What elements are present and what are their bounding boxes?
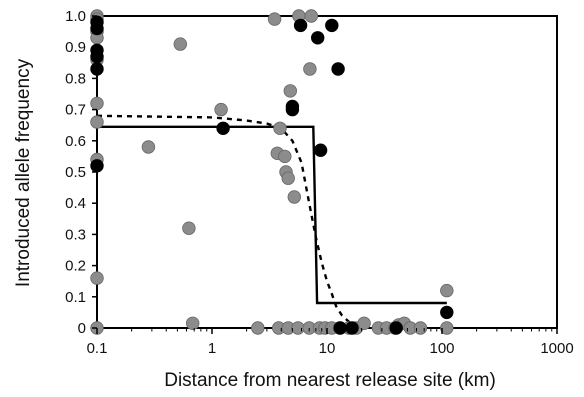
data-point-gray: [141, 140, 156, 154]
y-axis-label: Introduced allele frequency: [13, 58, 34, 287]
data-point-gray: [440, 321, 454, 335]
data-point-black: [325, 18, 339, 33]
data-point-gray: [278, 149, 292, 164]
x-tick-label: 0.1: [87, 340, 108, 357]
data-point-gray: [90, 96, 104, 111]
y-tick-label: 0: [78, 320, 86, 337]
data-point-gray: [90, 115, 104, 129]
data-point-gray: [214, 102, 228, 117]
data-point-black: [311, 31, 325, 45]
data-point-black: [440, 305, 454, 320]
data-point-gray: [281, 171, 295, 185]
x-tick-label: 10: [319, 340, 336, 357]
data-point-black: [90, 62, 104, 76]
data-point-gray: [440, 283, 454, 298]
data-point-black: [345, 321, 359, 335]
y-tick-label: 0.6: [65, 133, 86, 150]
x-tick-label: 1000: [540, 340, 573, 357]
y-tick-label: 0.7: [65, 102, 86, 119]
fit-line-solid: [97, 125, 447, 305]
data-point-black: [331, 62, 345, 76]
data-point-gray: [287, 190, 302, 204]
data-point-gray: [273, 121, 287, 136]
data-point-black: [285, 102, 300, 117]
plot-area: [96, 15, 558, 329]
plot-frame: [96, 15, 558, 329]
x-tick-label: 100: [429, 340, 454, 357]
data-point-black: [90, 159, 104, 173]
data-point-gray: [267, 12, 282, 26]
data-point-gray: [185, 316, 200, 331]
data-point-gray: [291, 321, 305, 335]
x-tick-label: 1: [208, 340, 216, 357]
y-tick-label: 0.2: [65, 258, 86, 275]
y-tick-label: 0.9: [65, 39, 86, 56]
data-point-black: [90, 49, 104, 64]
data-point-gray: [357, 316, 371, 331]
data-point-gray: [173, 37, 188, 51]
data-point-black: [313, 143, 328, 157]
y-tick-label: 0.5: [65, 164, 86, 181]
data-point-black: [293, 18, 308, 33]
y-tick-label: 0.8: [65, 70, 86, 87]
data-point-black: [333, 321, 347, 335]
fit-lines: [96, 114, 447, 330]
axes: 0.1 1 10 100 100000.10.20.30.40.50.60.70.80.…: [65, 8, 574, 357]
data-point-gray: [90, 271, 104, 285]
data-point-gray: [251, 321, 265, 335]
data-point-gray: [413, 321, 428, 335]
y-tick-label: 0.4: [65, 195, 86, 212]
y-tick-label: 1.0: [65, 8, 86, 25]
x-axis-label: Distance from nearest release site (km): [164, 370, 496, 391]
data-point-gray: [283, 84, 298, 98]
y-tick-label: 0.3: [65, 226, 86, 243]
y-tick-label: 0.1: [65, 289, 86, 306]
data-point-black: [216, 121, 230, 136]
data-point-gray: [304, 9, 319, 23]
data-point-black: [90, 21, 104, 36]
fit-line-dashed: [96, 114, 367, 330]
data-points: [90, 9, 454, 335]
data-point-gray: [303, 62, 317, 76]
data-point-gray: [182, 221, 196, 235]
